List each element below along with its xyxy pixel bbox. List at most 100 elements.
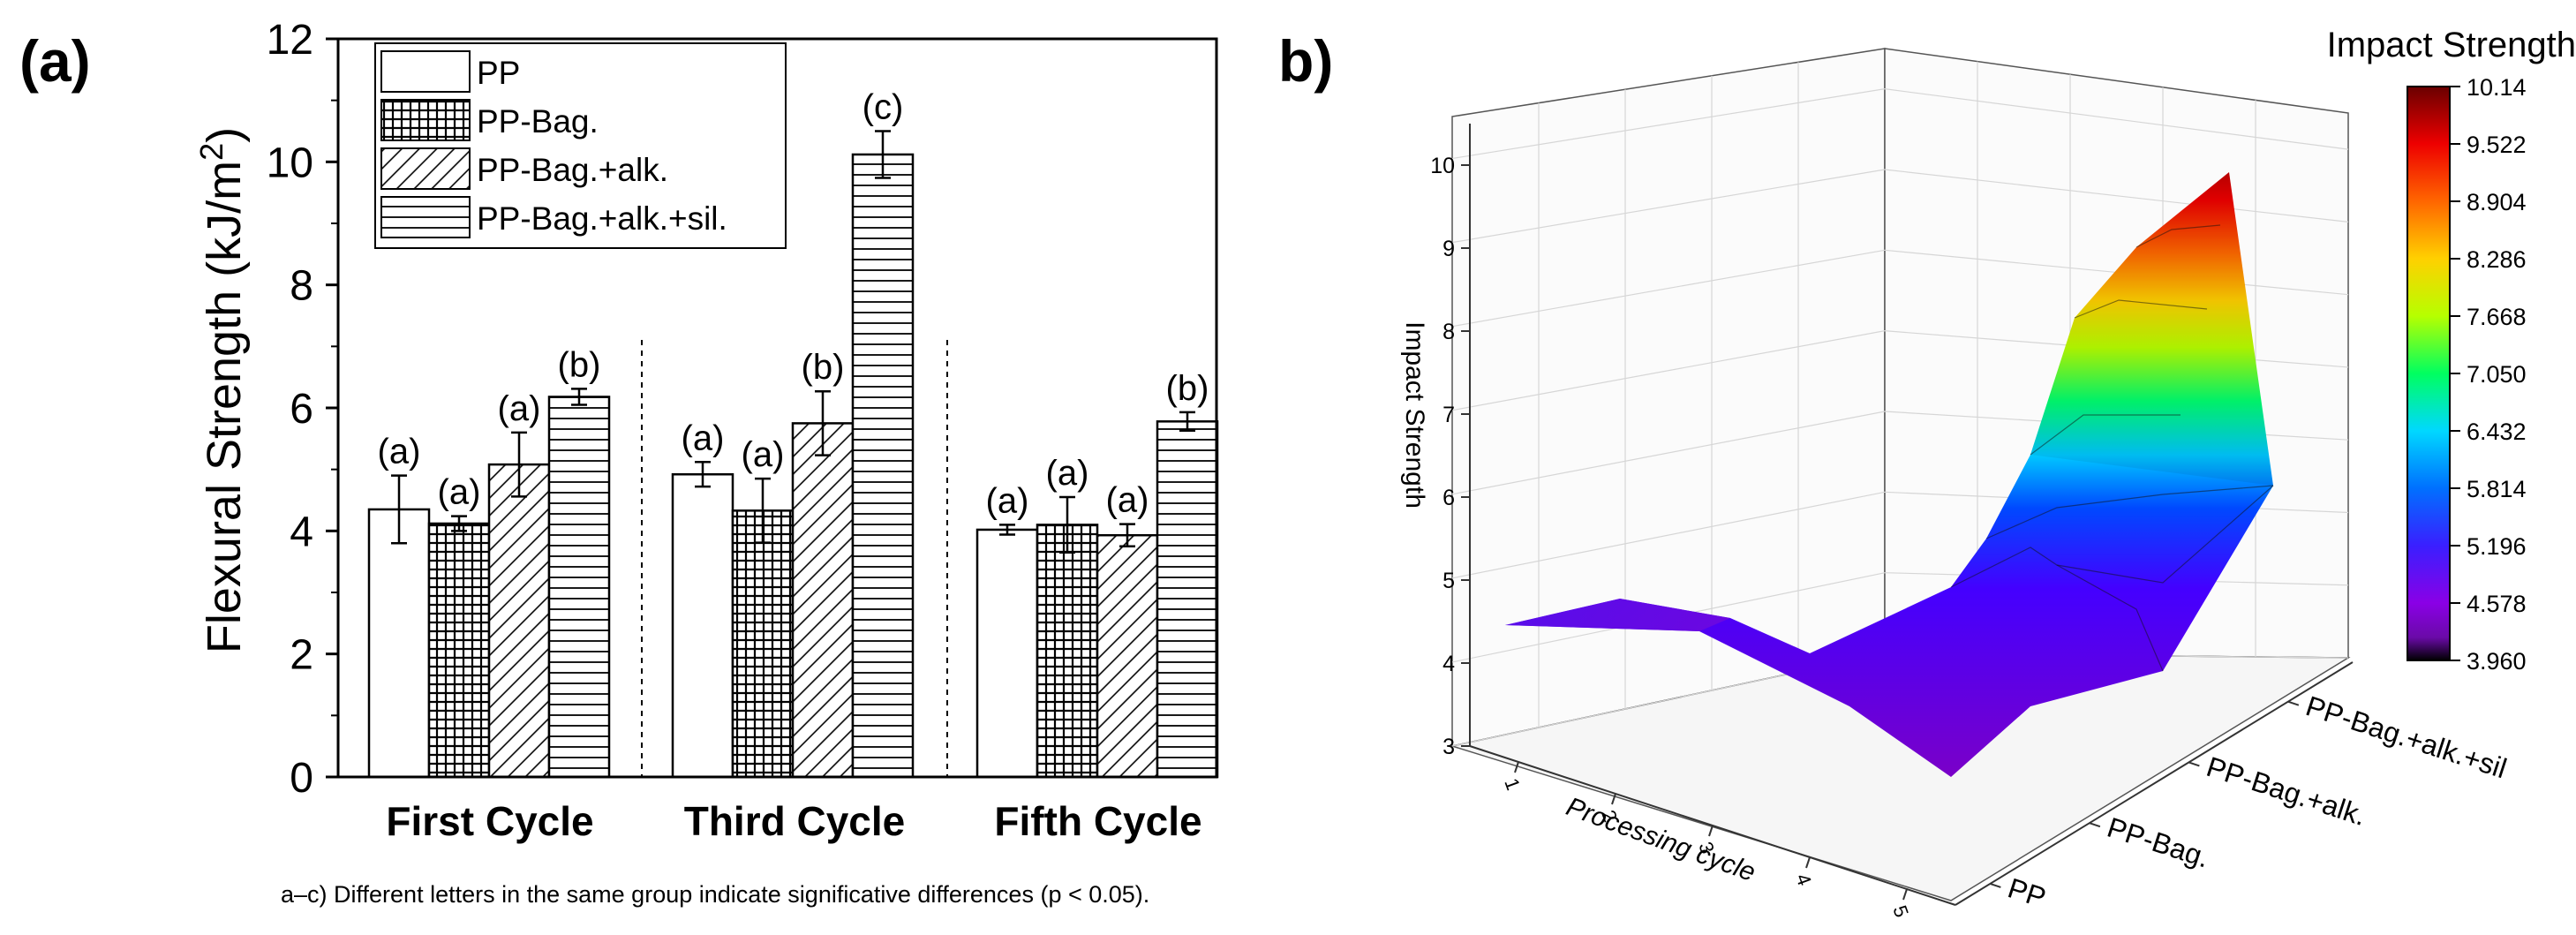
significance-letter: (b) [802, 348, 845, 387]
significance-letter: (a) [682, 418, 725, 457]
surface-shade [2030, 172, 2273, 486]
colorbar-tick-label: 5.814 [2467, 476, 2527, 502]
bar [367, 508, 431, 779]
colorbar-tick-label: 3.960 [2467, 648, 2527, 675]
x-tick-label: First Cycle [386, 798, 593, 844]
bar [731, 509, 795, 779]
z-axis-label: Impact Strength [1400, 321, 1429, 509]
colorbar-tick-label: 8.286 [2467, 246, 2527, 273]
legend-swatch [380, 147, 471, 190]
y-tick-label: PP-Bag.+alk.+sil [2302, 690, 2511, 784]
colorbar-tick-label: 10.14 [2467, 74, 2527, 101]
significance-letter: (a) [438, 473, 481, 512]
grid-line [1451, 88, 2349, 160]
z-tick-label: 5 [1442, 569, 1455, 593]
colorbar-tick-label: 8.904 [2467, 189, 2527, 215]
surface-left-tail [1505, 599, 1730, 631]
x-tick-mark [1708, 825, 1714, 837]
legend-label: PP-Bag.+alk.+sil. [477, 200, 727, 237]
z-tick-label: 9 [1442, 237, 1455, 261]
y-tick-mark [2089, 822, 2101, 828]
colorbar-ticks: 10.14 9.522 8.904 8.286 7.668 7.050 6.432 5.814… [2450, 74, 2527, 675]
colorbar-tick-label: 7.668 [2467, 304, 2527, 330]
x-tick-mark [1611, 793, 1616, 805]
plot-frame [336, 37, 1218, 779]
colorbar-tick-label: 5.196 [2467, 533, 2527, 560]
bar [1096, 533, 1159, 779]
panel-b-label: b) [1278, 28, 1333, 94]
significance-letter: (a) [1046, 454, 1089, 493]
bar [1156, 420, 1219, 779]
legend: PP PP-Bag. PP-Bag.+alk. PP-Bag.+alk.+sil. [374, 42, 787, 249]
x-tick-label: 5 [1888, 902, 1913, 920]
y-axis-line [1955, 661, 2354, 906]
legend-swatch [380, 50, 471, 93]
significance-letter: (a) [986, 481, 1029, 520]
y-tick-label: 4 [290, 509, 313, 555]
colorbar-tick-label: 4.578 [2467, 591, 2527, 617]
legend-swatch [380, 196, 471, 238]
x-tick-label: Fifth Cycle [994, 798, 1201, 844]
footnote: a–c) Different letters in the same group… [281, 881, 1149, 908]
significance-letter: (b) [558, 345, 601, 384]
y-tick-label: 6 [290, 386, 313, 433]
y-tick-mark [2188, 761, 2200, 767]
y-tick-label: PP-Bag.+alk. [2203, 750, 2370, 832]
z-tick-label: 3 [1442, 735, 1455, 759]
y-tick-mark [2287, 700, 2300, 706]
colorbar-title: Impact Strength [2327, 26, 2576, 64]
bars: (a) (a) (a) (b) (a) (a) (b) (c) (a) (a) (a) (b) [367, 88, 1219, 779]
legend-label: PP [477, 55, 520, 91]
y-tick-label: 2 [290, 632, 313, 679]
y-axis-label: Flexural Strength (kJ/m2) [193, 127, 251, 653]
significance-letter: (c) [862, 88, 904, 127]
surface-contour [2074, 299, 2208, 319]
surface-contour [1985, 485, 2274, 539]
x-tick-label: 1 [1500, 775, 1525, 793]
x-tick-mark [1902, 888, 1908, 901]
z-tick-label: 6 [1442, 486, 1455, 510]
panel-a: (a) Flexural Strength (kJ/m2) 024681012 … [19, 17, 1219, 908]
z-tick-label: 10 [1430, 154, 1455, 178]
bar [547, 396, 611, 779]
y-tick-label: 0 [290, 755, 313, 802]
x-tick-mark [1514, 761, 1519, 773]
bar [671, 472, 734, 779]
z-axis-ticks: 3 4 5 6 7 8 9 10 [1430, 154, 1470, 759]
bar [791, 422, 855, 779]
surface-contour [2135, 224, 2221, 248]
bar [851, 153, 915, 779]
back-wall-left [1451, 48, 1886, 747]
bar [487, 463, 551, 779]
y-tick-label: 8 [290, 263, 313, 310]
y-tick-label: PP [2004, 871, 2050, 913]
colorbar-tick-label: 9.522 [2467, 132, 2527, 158]
surface-contour [2030, 414, 2181, 456]
panel-a-label: (a) [19, 28, 91, 94]
legend-swatch [380, 99, 471, 141]
legend-label: PP-Bag.+alk. [477, 152, 668, 188]
colorbar-tick-label: 6.432 [2467, 418, 2527, 445]
y-tick-label: 10 [267, 139, 313, 186]
significance-letter: (a) [378, 433, 421, 471]
colorbar-tick-label: 7.050 [2467, 361, 2527, 388]
y-axis-ticks: 0 2 4 6 8 10 12 [267, 17, 338, 802]
bar [427, 522, 491, 779]
surface-contour [2056, 564, 2164, 672]
bar [975, 528, 1039, 779]
x-tick-label: Third Cycle [684, 798, 906, 844]
y-tick-label: 12 [267, 17, 313, 64]
bar [1036, 524, 1099, 779]
significance-letter: (b) [1166, 369, 1209, 408]
z-tick-label: 7 [1442, 403, 1455, 427]
x-tick-mark [1805, 856, 1811, 869]
significance-letter: (a) [498, 389, 541, 428]
z-tick-label: 8 [1442, 320, 1455, 344]
y-tick-mark [1990, 882, 2001, 888]
legend-label: PP-Bag. [477, 103, 599, 139]
x-tick-label: 4 [1791, 871, 1816, 888]
colorbar [2407, 86, 2451, 661]
z-tick-label: 4 [1442, 652, 1455, 676]
